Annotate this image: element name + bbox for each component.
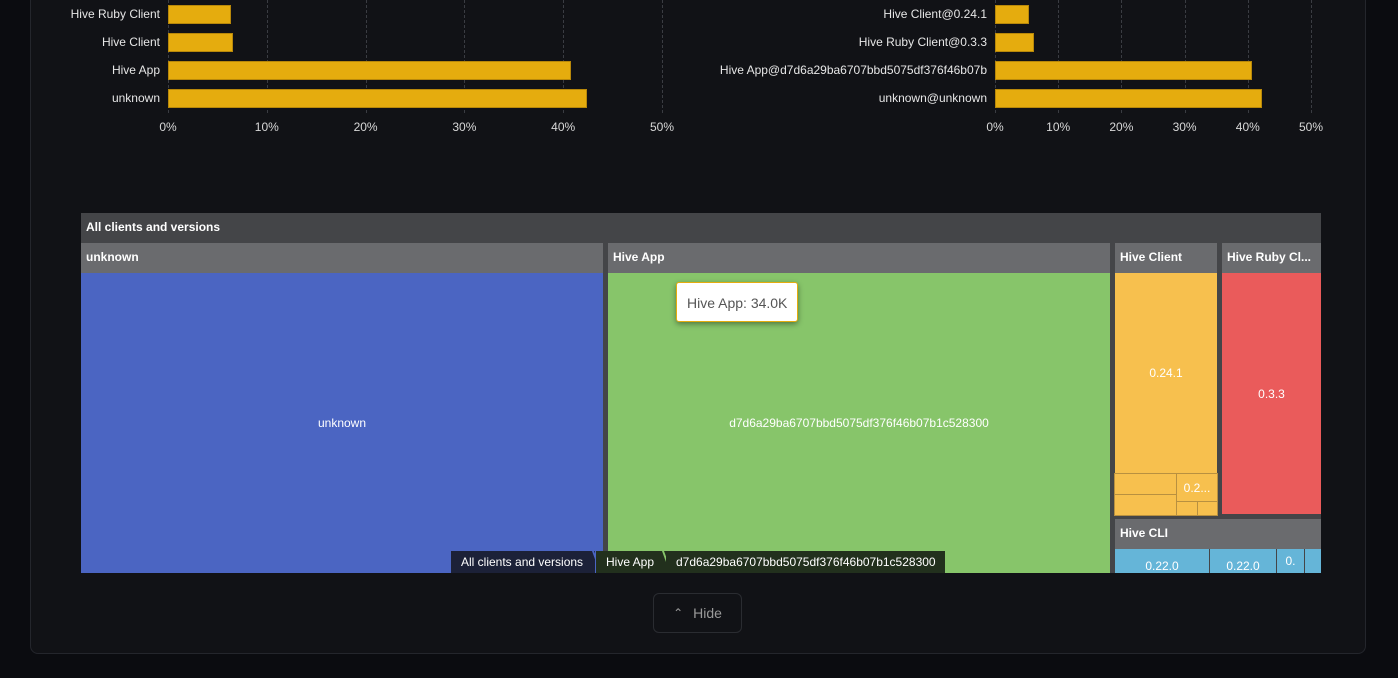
category-label: Hive Ruby Client [70, 7, 160, 21]
category-label: Hive App [111, 63, 160, 77]
bar[interactable] [168, 33, 234, 52]
x-tick-label: 0% [986, 120, 1004, 134]
group-header-hive-app[interactable]: Hive App [608, 243, 1110, 273]
cell-hive-client-small[interactable] [1197, 501, 1218, 516]
bar[interactable] [995, 5, 1030, 24]
x-tick-label: 30% [1172, 120, 1197, 134]
cell-hive-cli[interactable] [1305, 549, 1321, 573]
cell-hive-cli[interactable]: 0. [1277, 549, 1304, 573]
x-tick-label: 30% [452, 120, 477, 134]
cell-hive-client-small[interactable] [1176, 501, 1198, 516]
group-header-hive-cli[interactable]: Hive CLI [1115, 519, 1321, 549]
x-tick-label: 20% [353, 120, 378, 134]
breadcrumb-hive-app[interactable]: Hive App [596, 551, 667, 573]
gridline [662, 0, 663, 113]
category-label: unknown@unknown [878, 91, 987, 105]
cell-hive-client-0-24-1[interactable]: 0.24.1 [1115, 273, 1217, 473]
category-label: Hive Client@0.24.1 [883, 7, 987, 21]
x-tick-label: 40% [551, 120, 576, 134]
cell-unknown[interactable]: unknown [81, 273, 603, 573]
x-tick-label: 10% [254, 120, 279, 134]
gridline [1121, 0, 1123, 113]
cell-hive-app-version[interactable]: d7d6a29ba6707bbd5075df376f46b07b1c528300 [608, 273, 1110, 573]
gridline [168, 0, 169, 113]
x-tick-label: 10% [1046, 120, 1071, 134]
breadcrumb-root[interactable]: All clients and versions [451, 551, 596, 573]
tooltip: Hive App: 34.0K [676, 282, 799, 322]
cell-hive-client-0-2[interactable]: 0.2... [1176, 473, 1218, 502]
gridline [1311, 0, 1312, 113]
gridline [464, 0, 466, 113]
group-header-unknown[interactable]: unknown [81, 243, 603, 273]
gridline [365, 0, 367, 113]
bar[interactable] [995, 61, 1253, 80]
group-header-hive-client[interactable]: Hive Client [1115, 243, 1217, 273]
hide-button[interactable]: ⌃ Hide [653, 593, 742, 633]
gridline [1184, 0, 1186, 113]
gridline [563, 0, 565, 113]
chevron-up-icon: ⌃ [673, 606, 684, 620]
gridline [1247, 0, 1249, 113]
category-label: unknown [111, 91, 160, 105]
x-tick-label: 20% [1109, 120, 1134, 134]
breadcrumb-version[interactable]: d7d6a29ba6707bbd5075df376f46b07b1c528300 [666, 551, 945, 573]
gridline [995, 0, 996, 113]
treemap-root-header[interactable]: All clients and versions [81, 213, 1321, 243]
hide-label: Hide [693, 605, 722, 621]
gridline [1058, 0, 1060, 113]
x-tick-label: 0% [159, 120, 177, 134]
cell-hive-cli[interactable]: 0.22.0 [1210, 549, 1276, 573]
gridline [266, 0, 268, 113]
category-label: Hive App@d7d6a29ba6707bbd5075df376f46b07… [719, 63, 987, 77]
bar[interactable] [995, 89, 1262, 108]
cell-hive-client-small[interactable] [1114, 473, 1177, 495]
cell-hive-cli[interactable]: 0.22.0 [1115, 549, 1209, 573]
group-header-hive-ruby-client[interactable]: Hive Ruby Cl... [1222, 243, 1321, 273]
category-label: Hive Ruby Client@0.3.3 [858, 35, 987, 49]
bar[interactable] [168, 61, 572, 80]
bar[interactable] [168, 5, 232, 24]
category-label: Hive Client [101, 35, 160, 49]
cell-hive-client-small[interactable] [1114, 494, 1177, 516]
cell-hive-ruby-0-3-3[interactable]: 0.3.3 [1222, 273, 1321, 514]
x-tick-label: 50% [649, 120, 675, 134]
x-tick-label: 40% [1235, 120, 1260, 134]
x-tick-label: 50% [1298, 120, 1324, 134]
bar[interactable] [168, 89, 587, 108]
bar[interactable] [995, 33, 1035, 52]
